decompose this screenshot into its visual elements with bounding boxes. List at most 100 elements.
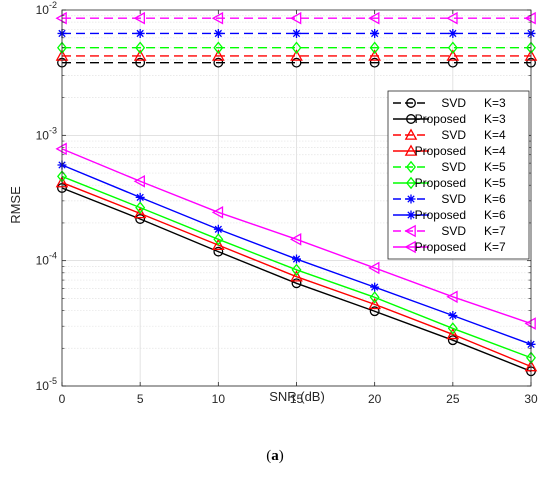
caption-open-paren: ( xyxy=(266,448,272,464)
data-point xyxy=(55,142,67,156)
data-point xyxy=(290,270,303,282)
data-point xyxy=(368,49,381,61)
y-tick-label: 10-2 xyxy=(36,0,57,17)
data-point xyxy=(447,335,458,346)
data-point xyxy=(135,28,145,38)
data-point xyxy=(369,57,380,68)
rmse-chart: 0 5 10 15 20 25 30 10-5 10-4 10-3 10-2 SVD K=3 Propo… xyxy=(8,0,538,406)
data-point xyxy=(370,282,380,292)
data-point xyxy=(135,214,146,224)
data-point xyxy=(368,11,380,25)
data-point xyxy=(292,254,301,264)
series-svd-k4 xyxy=(55,49,538,61)
data-point xyxy=(135,201,146,214)
legend-series-name: Proposed xyxy=(415,112,466,126)
series-line xyxy=(61,175,532,359)
data-point xyxy=(55,11,67,25)
caption-close-paren: ) xyxy=(278,448,284,464)
legend-series-name: SVD xyxy=(441,96,466,110)
data-point xyxy=(290,49,303,61)
legend-marker xyxy=(406,114,416,124)
legend-series-name: SVD xyxy=(441,224,466,238)
series-svd-k3 xyxy=(57,57,536,68)
x-axis-label: SNR (dB) xyxy=(269,389,325,404)
data-point xyxy=(292,28,301,38)
legend-marker xyxy=(406,98,416,108)
data-point xyxy=(447,41,458,54)
data-point xyxy=(368,297,381,310)
data-point xyxy=(291,278,302,289)
legend-k-label: K=3 xyxy=(484,96,506,110)
data-point xyxy=(446,11,458,25)
data-point xyxy=(448,311,458,321)
data-point xyxy=(213,28,223,38)
legend-series-name: Proposed xyxy=(415,176,466,190)
data-point xyxy=(212,238,225,250)
data-point xyxy=(448,28,458,38)
data-point xyxy=(133,206,147,219)
data-point xyxy=(446,290,458,304)
legend-k-label: K=6 xyxy=(484,208,506,222)
data-point xyxy=(211,206,224,219)
data-point xyxy=(446,327,460,340)
data-point xyxy=(291,41,302,54)
legend-k-label: K=5 xyxy=(484,160,506,174)
legend-marker xyxy=(406,160,416,174)
data-point xyxy=(291,263,302,277)
legend-marker xyxy=(404,128,418,140)
legend-k-label: K=6 xyxy=(484,192,506,206)
data-point xyxy=(369,291,380,304)
legend-series-name: Proposed xyxy=(415,144,466,158)
data-point xyxy=(289,233,302,246)
legend-marker xyxy=(406,194,416,204)
legend-k-label: K=3 xyxy=(484,112,506,126)
data-point xyxy=(447,322,458,335)
data-point xyxy=(291,57,302,68)
data-point xyxy=(135,192,145,202)
data-point xyxy=(212,49,225,61)
y-tick-label: 10-5 xyxy=(36,376,57,393)
legend-k-label: K=4 xyxy=(484,144,506,158)
data-point xyxy=(368,261,380,275)
x-tick-label: 5 xyxy=(137,392,144,406)
x-tick-label: 30 xyxy=(524,392,538,406)
legend-marker xyxy=(404,144,418,156)
legend-series-name: SVD xyxy=(441,128,466,142)
data-point xyxy=(289,11,302,25)
data-point xyxy=(369,41,380,54)
series-line xyxy=(61,148,532,325)
caption-letter: a xyxy=(271,448,279,464)
data-point xyxy=(135,57,146,68)
x-tick-label: 20 xyxy=(368,392,382,406)
legend: SVD K=3 Proposed K=3 SVD K=4 Proposed K=4 SVD K=5… xyxy=(387,90,530,260)
data-point xyxy=(446,49,460,61)
data-point xyxy=(135,41,146,54)
data-point xyxy=(211,11,224,25)
data-point xyxy=(370,28,380,38)
legend-series-name: SVD xyxy=(441,160,466,174)
y-axis-label: RMSE xyxy=(8,186,23,224)
data-point xyxy=(133,49,147,61)
data-point xyxy=(213,57,224,68)
legend-marker xyxy=(406,210,416,220)
x-tick-label: 0 xyxy=(59,392,66,406)
legend-series-name: SVD xyxy=(441,192,466,206)
series-proposed-k7 xyxy=(55,142,536,330)
data-point xyxy=(213,233,224,246)
x-tick-label: 10 xyxy=(212,392,226,406)
x-tick-label: 25 xyxy=(446,392,460,406)
legend-k-label: K=7 xyxy=(484,240,506,254)
legend-k-label: K=7 xyxy=(484,224,506,238)
legend-marker xyxy=(404,240,416,254)
y-tick-label: 10-4 xyxy=(36,251,57,268)
series-line xyxy=(61,187,532,372)
legend-marker xyxy=(404,224,416,238)
series-layer xyxy=(55,11,538,377)
figure-caption: (a) xyxy=(0,448,550,465)
data-point xyxy=(213,246,224,257)
data-point xyxy=(213,224,223,234)
legend-series-name: Proposed xyxy=(415,208,466,222)
data-point xyxy=(133,174,145,188)
legend-marker xyxy=(406,176,416,190)
data-point xyxy=(447,57,458,68)
